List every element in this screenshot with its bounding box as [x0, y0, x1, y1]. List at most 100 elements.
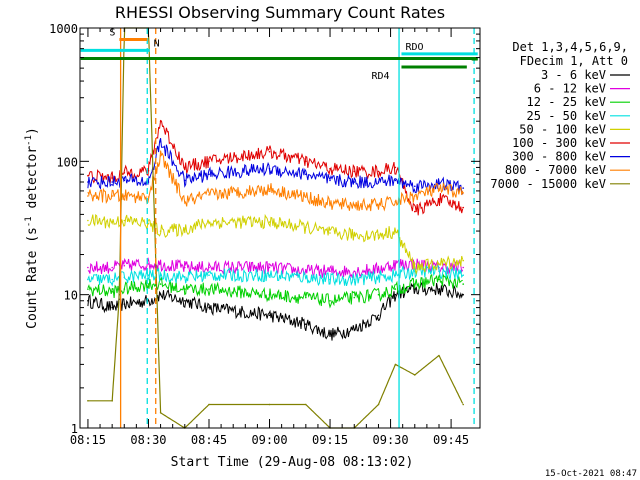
x-tick-label: 09:45: [433, 433, 469, 447]
data-point: [305, 296, 307, 299]
data-point: [462, 274, 465, 277]
data-point: [377, 314, 380, 317]
data-point: [208, 306, 210, 309]
data-point: [329, 334, 331, 336]
data-point: [353, 181, 356, 183]
y-tick-label: 1000: [49, 22, 78, 36]
legend-label: 7000 - 15000 keV: [490, 177, 606, 191]
data-point: [329, 278, 331, 281]
data-point: [438, 182, 440, 185]
data-point: [414, 288, 416, 290]
data-point: [159, 120, 162, 122]
data-point: [394, 166, 397, 169]
axes-ticks: 08:15 08:30 08:45 09:00 09:15 09:30 09:45 1 10 10…: [49, 22, 480, 447]
data-point: [268, 150, 271, 153]
data-point: [377, 268, 380, 271]
data-point: [159, 141, 162, 143]
data-point: [147, 181, 150, 183]
data-point: [414, 283, 416, 285]
data-point: [208, 173, 210, 176]
flag-label-rdo: RDO: [405, 42, 423, 53]
data-point: [87, 288, 89, 290]
data-point: [147, 196, 150, 198]
data-point: [147, 223, 150, 225]
data-point: [329, 300, 331, 302]
data-point: [377, 403, 380, 406]
data-point: [462, 403, 465, 406]
data-point: [462, 259, 465, 262]
data-point: [438, 278, 440, 281]
data-point: [353, 270, 356, 273]
data-point: [147, 300, 150, 302]
data-point: [353, 328, 356, 331]
data-point: [184, 288, 186, 290]
data-point: [111, 291, 113, 293]
x-axis-label: Start Time (29-Aug-08 08:13:02): [171, 455, 414, 470]
x-tick-label: 09:30: [373, 433, 409, 447]
y-axis-label: Count Rate (s-1 detector-1): [24, 127, 40, 329]
data-point: [438, 288, 440, 290]
data-point: [329, 232, 331, 234]
y-tick-label: 1: [71, 422, 78, 436]
y-axis-label-close: ): [25, 127, 40, 135]
data-point: [394, 274, 397, 277]
data-point: [414, 195, 416, 197]
data-point: [305, 270, 307, 273]
data-point: [159, 155, 162, 157]
data-point: [87, 266, 89, 269]
chart-title: RHESSI Observing Summary Count Rates: [115, 3, 445, 22]
data-point: [268, 314, 271, 317]
data-point: [414, 210, 416, 213]
flag-label-n: N: [154, 38, 160, 49]
markers-layer: S N RDO RD4: [80, 27, 478, 428]
data-point: [329, 179, 331, 182]
legend-label: 800 - 7000 keV: [505, 163, 606, 177]
data-point: [268, 403, 271, 406]
data-point: [123, 179, 126, 182]
data-point: [353, 278, 356, 281]
series-line: [87, 264, 464, 287]
data-point: [87, 181, 89, 183]
data-point: [208, 403, 210, 406]
series-line: [87, 27, 464, 429]
data-point: [268, 266, 271, 269]
data-point: [87, 400, 89, 402]
data-point: [377, 234, 380, 236]
y-tick-label: 100: [56, 155, 78, 169]
x-tick-label: 08:15: [70, 433, 106, 447]
data-point: [305, 226, 307, 229]
legend-label: 6 - 12 keV: [534, 82, 606, 96]
data-point: [462, 187, 465, 189]
series-line: [87, 273, 463, 309]
data-point: [394, 363, 397, 366]
data-point: [208, 274, 210, 277]
data-point: [111, 195, 113, 197]
data-point: [159, 230, 162, 232]
x-tick-label: 09:00: [251, 433, 287, 447]
legend-header-1: Det 1,3,4,5,6,9,: [512, 40, 628, 54]
data-point: [438, 198, 440, 200]
data-point: [394, 230, 397, 232]
data-point: [394, 288, 397, 290]
data-point: [329, 203, 331, 205]
data-point: [147, 283, 150, 285]
data-point: [353, 170, 356, 173]
data-point: [208, 266, 210, 269]
legend-label: 12 - 25 keV: [527, 95, 606, 109]
data-point: [159, 283, 162, 285]
data-point: [159, 412, 162, 414]
x-tick-label: 08:30: [130, 433, 166, 447]
data-point: [377, 170, 380, 173]
series-50-100-kev: [87, 213, 465, 276]
data-point: [462, 192, 465, 194]
data-point: [147, 169, 150, 172]
data-point: [111, 221, 113, 223]
data-point: [184, 200, 186, 203]
y-tick-label: 10: [64, 289, 78, 303]
data-point: [87, 300, 89, 302]
series-300-800-kev: [87, 138, 465, 195]
data-point: [123, 172, 126, 174]
